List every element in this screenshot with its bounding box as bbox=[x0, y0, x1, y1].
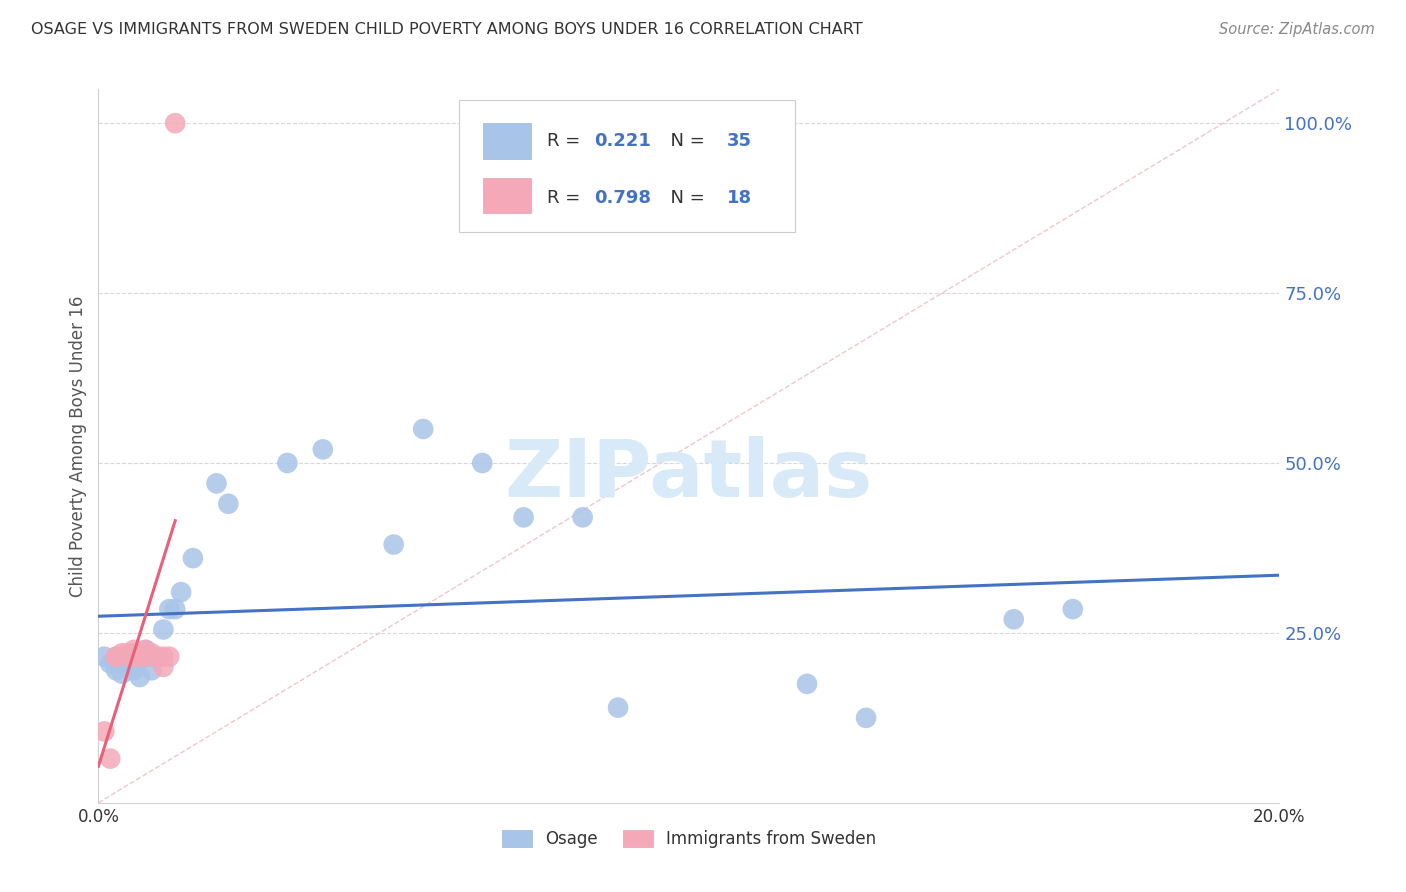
Y-axis label: Child Poverty Among Boys Under 16: Child Poverty Among Boys Under 16 bbox=[69, 295, 87, 597]
Point bbox=[93, 649, 115, 664]
Point bbox=[117, 649, 139, 664]
Text: N =: N = bbox=[659, 132, 711, 150]
FancyBboxPatch shape bbox=[484, 123, 530, 159]
Point bbox=[117, 649, 139, 664]
Point bbox=[382, 537, 405, 551]
Point bbox=[205, 476, 228, 491]
Point bbox=[117, 646, 139, 660]
Point bbox=[111, 657, 134, 671]
Point bbox=[571, 510, 593, 524]
Point bbox=[141, 663, 163, 677]
Point bbox=[105, 649, 128, 664]
Point bbox=[165, 116, 187, 130]
Text: R =: R = bbox=[547, 189, 586, 207]
Text: ZIPatlas: ZIPatlas bbox=[505, 435, 873, 514]
Point bbox=[93, 724, 115, 739]
Point bbox=[122, 646, 145, 660]
Point bbox=[152, 660, 174, 674]
Point bbox=[152, 623, 174, 637]
Point bbox=[1062, 602, 1084, 616]
Text: 0.221: 0.221 bbox=[595, 132, 651, 150]
Point bbox=[141, 646, 163, 660]
Point bbox=[105, 653, 128, 667]
Point bbox=[276, 456, 298, 470]
Point bbox=[105, 663, 128, 677]
Point bbox=[146, 649, 169, 664]
Point bbox=[512, 510, 534, 524]
FancyBboxPatch shape bbox=[484, 178, 530, 213]
Point bbox=[796, 677, 818, 691]
Text: R =: R = bbox=[547, 132, 586, 150]
Point bbox=[170, 585, 193, 599]
Point bbox=[1002, 612, 1025, 626]
Point bbox=[111, 646, 134, 660]
Point bbox=[607, 700, 630, 714]
Point bbox=[122, 663, 145, 677]
Point bbox=[135, 643, 157, 657]
Text: N =: N = bbox=[659, 189, 711, 207]
Text: 18: 18 bbox=[727, 189, 752, 207]
Text: 0.798: 0.798 bbox=[595, 189, 651, 207]
Point bbox=[98, 751, 121, 765]
Point bbox=[135, 649, 157, 664]
Text: Source: ZipAtlas.com: Source: ZipAtlas.com bbox=[1219, 22, 1375, 37]
Point bbox=[471, 456, 494, 470]
Point bbox=[412, 422, 434, 436]
Point bbox=[217, 497, 239, 511]
Legend: Osage, Immigrants from Sweden: Osage, Immigrants from Sweden bbox=[495, 823, 883, 855]
Point bbox=[855, 711, 877, 725]
Point bbox=[122, 643, 145, 657]
Point bbox=[152, 649, 174, 664]
Point bbox=[122, 649, 145, 664]
Text: OSAGE VS IMMIGRANTS FROM SWEDEN CHILD POVERTY AMONG BOYS UNDER 16 CORRELATION CH: OSAGE VS IMMIGRANTS FROM SWEDEN CHILD PO… bbox=[31, 22, 862, 37]
Point bbox=[165, 602, 187, 616]
Point bbox=[105, 649, 128, 664]
Point bbox=[157, 649, 180, 664]
Point bbox=[181, 551, 204, 566]
Point bbox=[128, 670, 150, 684]
Point bbox=[111, 666, 134, 681]
Point bbox=[98, 657, 121, 671]
Text: 35: 35 bbox=[727, 132, 752, 150]
FancyBboxPatch shape bbox=[458, 100, 796, 232]
Point bbox=[135, 643, 157, 657]
Point bbox=[117, 660, 139, 674]
Point bbox=[141, 649, 163, 664]
Point bbox=[146, 649, 169, 664]
Point bbox=[128, 653, 150, 667]
Point bbox=[157, 602, 180, 616]
Point bbox=[128, 649, 150, 664]
Point bbox=[312, 442, 335, 457]
